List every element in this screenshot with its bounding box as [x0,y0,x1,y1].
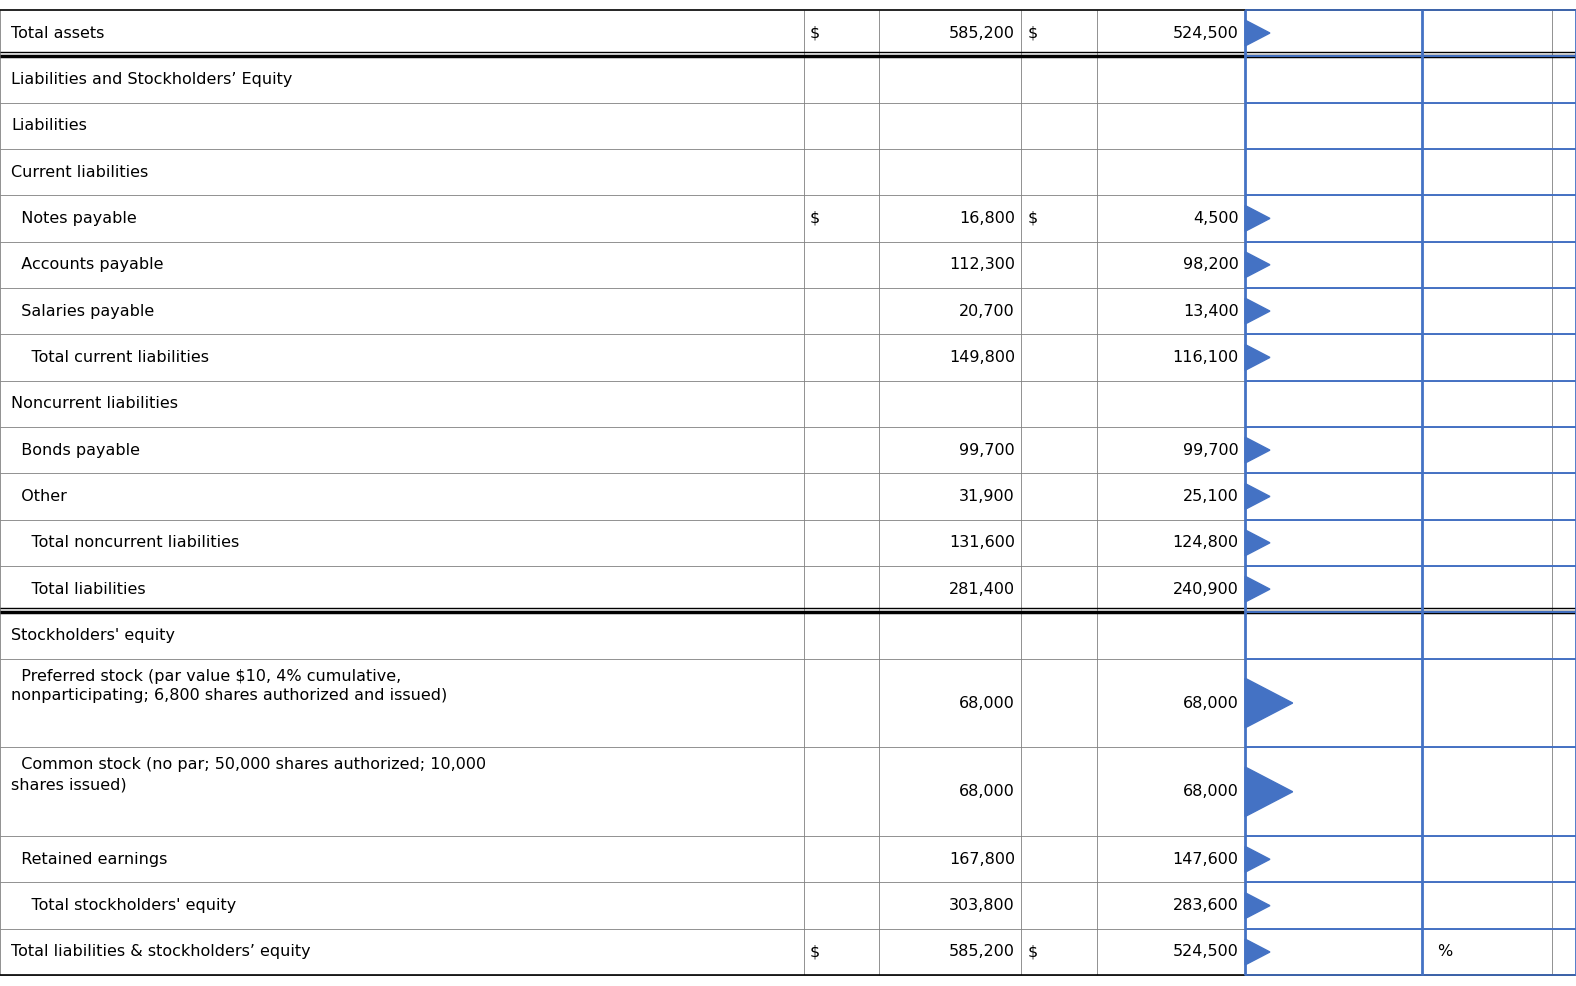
Bar [0,566,1576,612]
Bar [0,427,1576,473]
Polygon shape [1245,20,1270,46]
Polygon shape [1245,576,1270,602]
Bar [0,288,1576,334]
Text: %: % [1437,945,1453,959]
Text: Noncurrent liabilities: Noncurrent liabilities [11,396,178,411]
Text: 68,000: 68,000 [960,695,1015,711]
Text: Stockholders' equity: Stockholders' equity [11,628,175,643]
Text: Notes payable: Notes payable [11,211,137,226]
Text: $: $ [810,211,821,226]
Text: Total stockholders' equity: Total stockholders' equity [11,898,236,913]
Bar [0,381,1576,427]
Text: 98,200: 98,200 [1184,257,1239,272]
Text: 99,700: 99,700 [1184,443,1239,458]
Bar [0,747,1576,836]
Text: 25,100: 25,100 [1184,489,1239,504]
Polygon shape [1245,298,1270,324]
Text: 124,800: 124,800 [1173,535,1239,550]
Bar [0,520,1576,566]
Text: 13,400: 13,400 [1184,304,1239,318]
Polygon shape [1245,437,1270,463]
Text: Retained earnings: Retained earnings [11,852,167,867]
Polygon shape [1245,767,1292,816]
Text: 68,000: 68,000 [960,784,1015,800]
Text: Liabilities and Stockholders’ Equity: Liabilities and Stockholders’ Equity [11,72,293,87]
Text: $: $ [1028,945,1039,959]
Bar [0,659,1576,747]
Text: 167,800: 167,800 [949,852,1015,867]
Bar [0,56,1576,103]
Text: Total noncurrent liabilities: Total noncurrent liabilities [11,535,240,550]
Polygon shape [1245,939,1270,965]
Text: Preferred stock (par value $10, 4% cumulative,
nonparticipating; 6,800 shares au: Preferred stock (par value $10, 4% cumul… [11,669,448,703]
Text: Liabilities: Liabilities [11,118,87,133]
Bar [0,195,1576,242]
Text: 147,600: 147,600 [1173,852,1239,867]
Text: 240,900: 240,900 [1173,582,1239,597]
Text: 283,600: 283,600 [1173,898,1239,913]
Bar [0,473,1576,520]
Polygon shape [1245,205,1270,232]
Text: Bonds payable: Bonds payable [11,443,140,458]
Bar [0,612,1576,659]
Text: Common stock (no par; 50,000 shares authorized; 10,000
shares issued): Common stock (no par; 50,000 shares auth… [11,757,485,792]
Text: 585,200: 585,200 [949,26,1015,40]
Text: 116,100: 116,100 [1173,350,1239,365]
Polygon shape [1245,846,1270,873]
Text: 99,700: 99,700 [960,443,1015,458]
Text: 4,500: 4,500 [1193,211,1239,226]
Text: 20,700: 20,700 [960,304,1015,318]
Text: Total liabilities & stockholders’ equity: Total liabilities & stockholders’ equity [11,945,310,959]
Text: Total assets: Total assets [11,26,104,40]
Bar [0,10,1576,56]
Text: Total liabilities: Total liabilities [11,582,145,597]
Text: 31,900: 31,900 [960,489,1015,504]
Text: 68,000: 68,000 [1184,784,1239,800]
Text: 303,800: 303,800 [949,898,1015,913]
Bar [0,882,1576,929]
Bar [0,242,1576,288]
Text: 131,600: 131,600 [949,535,1015,550]
Bar [0,836,1576,882]
Polygon shape [1245,483,1270,510]
Text: 281,400: 281,400 [949,582,1015,597]
Text: Total current liabilities: Total current liabilities [11,350,210,365]
Text: Current liabilities: Current liabilities [11,165,148,179]
Text: 112,300: 112,300 [949,257,1015,272]
Text: Accounts payable: Accounts payable [11,257,164,272]
Text: 16,800: 16,800 [958,211,1015,226]
Text: $: $ [810,945,821,959]
Polygon shape [1245,344,1270,371]
Text: Other: Other [11,489,66,504]
Text: 68,000: 68,000 [1184,695,1239,711]
Bar [0,929,1576,975]
Bar [0,149,1576,195]
Text: $: $ [810,26,821,40]
Polygon shape [1245,529,1270,556]
Text: 585,200: 585,200 [949,945,1015,959]
Text: 524,500: 524,500 [1173,945,1239,959]
Text: $: $ [1028,26,1039,40]
Text: 524,500: 524,500 [1173,26,1239,40]
Polygon shape [1245,678,1292,728]
Bar [0,334,1576,381]
Text: $: $ [1028,211,1039,226]
Text: 149,800: 149,800 [949,350,1015,365]
Bar [0,103,1576,149]
Polygon shape [1245,251,1270,278]
Polygon shape [1245,892,1270,919]
Text: Salaries payable: Salaries payable [11,304,154,318]
